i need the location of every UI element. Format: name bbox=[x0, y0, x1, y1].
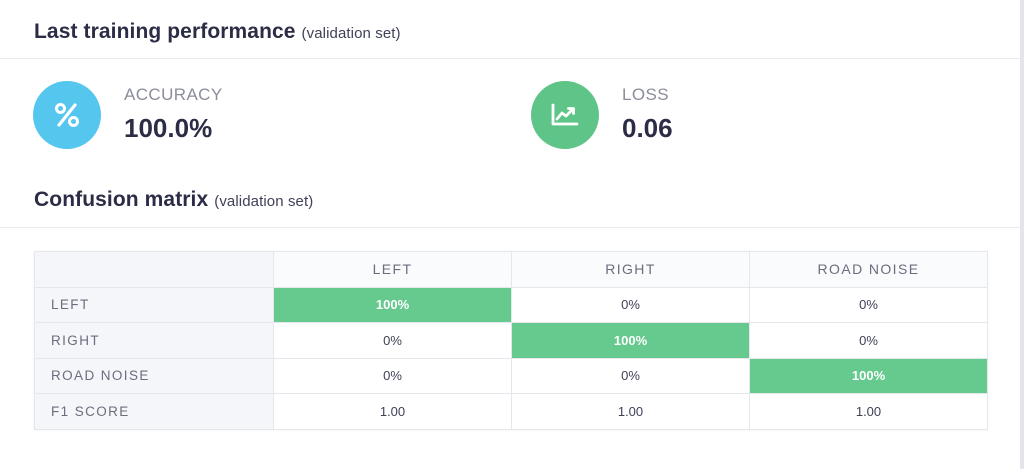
loss-icon-circle bbox=[531, 81, 599, 149]
confusion-title: Confusion matrix bbox=[34, 188, 209, 211]
matrix-cell: 100% bbox=[749, 357, 988, 394]
matrix-cell: 0% bbox=[273, 322, 512, 359]
matrix-cell: 1.00 bbox=[273, 393, 512, 430]
loss-value: 0.06 bbox=[622, 113, 673, 143]
matrix-cell: 1.00 bbox=[511, 393, 750, 430]
matrix-cell: 0% bbox=[511, 286, 750, 323]
confusion-divider bbox=[0, 227, 1020, 228]
matrix-corner-cell bbox=[34, 251, 274, 288]
accuracy-label: ACCURACY bbox=[124, 85, 223, 104]
confusion-table: LEFT RIGHT ROAD NOISE LEFT 100% 0% 0% RI… bbox=[34, 251, 988, 430]
matrix-row-road-noise: ROAD NOISE 0% 0% 100% bbox=[34, 357, 988, 394]
matrix-cell: 1.00 bbox=[749, 393, 988, 430]
panel-right-border bbox=[1020, 0, 1024, 469]
confusion-subtitle: (validation set) bbox=[214, 193, 314, 210]
column-header-right: RIGHT bbox=[511, 251, 750, 288]
matrix-row-f1-score: F1 SCORE 1.00 1.00 1.00 bbox=[34, 393, 988, 430]
chart-line-icon bbox=[551, 103, 579, 126]
matrix-cell: 0% bbox=[511, 357, 750, 394]
matrix-row-right: RIGHT 0% 100% 0% bbox=[34, 322, 988, 359]
column-header-road-noise: ROAD NOISE bbox=[749, 251, 988, 288]
performance-title: Last training performance bbox=[34, 20, 296, 43]
column-header-left: LEFT bbox=[273, 251, 512, 288]
loss-label: LOSS bbox=[622, 85, 669, 104]
accuracy-icon-circle bbox=[33, 81, 101, 149]
performance-subtitle: (validation set) bbox=[301, 25, 401, 42]
confusion-section-title: Confusion matrix (validation set) bbox=[34, 188, 313, 212]
matrix-header-row: LEFT RIGHT ROAD NOISE bbox=[34, 251, 988, 288]
row-header-right: RIGHT bbox=[34, 322, 274, 359]
matrix-cell: 0% bbox=[749, 322, 988, 359]
matrix-cell: 100% bbox=[273, 286, 512, 323]
matrix-row-left: LEFT 100% 0% 0% bbox=[34, 286, 988, 323]
row-header-road-noise: ROAD NOISE bbox=[34, 357, 274, 394]
confusion-matrix: LEFT RIGHT ROAD NOISE LEFT 100% 0% 0% RI… bbox=[34, 251, 988, 430]
matrix-cell: 0% bbox=[749, 286, 988, 323]
performance-divider bbox=[0, 58, 1020, 59]
accuracy-value: 100.0% bbox=[124, 113, 213, 143]
row-header-f1-score: F1 SCORE bbox=[34, 393, 274, 430]
matrix-cell: 0% bbox=[273, 357, 512, 394]
percent-icon bbox=[55, 103, 79, 127]
performance-section-title: Last training performance (validation se… bbox=[34, 20, 401, 44]
row-header-left: LEFT bbox=[34, 286, 274, 323]
matrix-cell: 100% bbox=[511, 322, 750, 359]
